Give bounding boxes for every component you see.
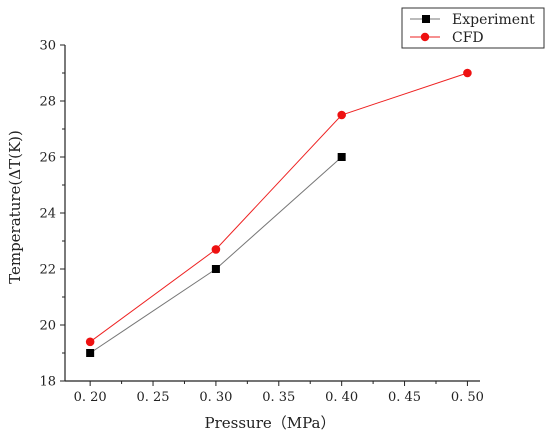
series-layer bbox=[85, 68, 472, 357]
x-tick-label: 0. 45 bbox=[388, 390, 421, 405]
y-axis-title: Temperature(ΔT(K)) bbox=[6, 130, 24, 284]
y-tick-label: 24 bbox=[39, 207, 56, 222]
x-tick-label: 0. 25 bbox=[136, 390, 169, 405]
x-axis: 0. 20 0. 25 0. 30 0. 35 0. 40 0. 45 0. 50 bbox=[74, 381, 484, 405]
x-tick-label: 0. 40 bbox=[325, 390, 358, 405]
legend-label-experiment: Experiment bbox=[452, 12, 535, 28]
data-point-experiment bbox=[86, 349, 95, 357]
legend: Experiment CFD bbox=[401, 7, 545, 49]
x-tick-label: 0. 50 bbox=[451, 390, 484, 405]
data-point-cfd bbox=[463, 68, 472, 78]
x-tick-label: 0. 30 bbox=[199, 390, 232, 405]
x-tick-label: 0. 20 bbox=[74, 390, 107, 405]
y-tick-label: 18 bbox=[39, 375, 56, 390]
y-tick-label: 20 bbox=[39, 319, 56, 334]
legend-marker-cfd bbox=[420, 32, 430, 42]
y-tick-label: 22 bbox=[39, 263, 56, 278]
plot-frame bbox=[64, 45, 480, 382]
y-tick-label: 30 bbox=[39, 39, 56, 54]
data-point-cfd bbox=[85, 337, 95, 347]
series-line-experiment bbox=[89, 156, 342, 354]
y-axis: 18 20 22 24 26 28 30 bbox=[39, 39, 65, 390]
data-point-experiment bbox=[337, 153, 346, 161]
legend-label-cfd: CFD bbox=[452, 30, 484, 46]
data-point-cfd bbox=[337, 110, 346, 120]
legend-box bbox=[401, 7, 545, 49]
data-point-experiment bbox=[211, 265, 220, 273]
legend-marker-experiment bbox=[422, 15, 430, 23]
y-tick-label: 26 bbox=[39, 151, 56, 166]
data-point-cfd bbox=[211, 245, 221, 254]
y-tick-label: 28 bbox=[39, 95, 56, 110]
x-tick-label: 0. 35 bbox=[262, 390, 295, 405]
series-line-cfd bbox=[89, 72, 468, 343]
x-axis-title: Pressure（MPa） bbox=[205, 414, 336, 432]
